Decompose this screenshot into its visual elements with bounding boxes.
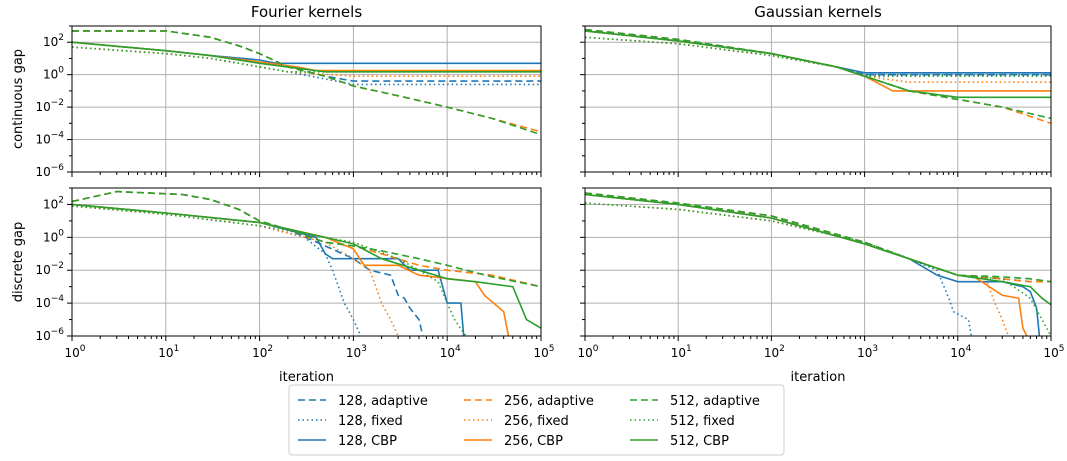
y-tick-label: 10−6 [35, 163, 64, 179]
y-axis-label: discrete gap [11, 222, 26, 303]
legend-label: 512, CBP [670, 434, 729, 449]
series-line-512-adaptive [72, 190, 541, 288]
series-line-512-cbp [585, 193, 1051, 306]
legend-label: 256, fixed [504, 414, 569, 429]
axes-frame [584, 187, 1052, 337]
series-group [72, 30, 541, 136]
series-line-512-adaptive [72, 30, 541, 136]
axes-frame [584, 25, 1052, 173]
legend-label: 256, adaptive [504, 394, 594, 409]
panel-4: iteration [580, 187, 1052, 385]
panel-1: Fourier kernels continuous gap [11, 3, 542, 177]
series-line-256-adaptive [72, 190, 541, 288]
series-line-256-cbp [585, 193, 1028, 336]
series-line-128-adaptive [72, 30, 541, 82]
legend: 128, adaptive 256, adaptive 512, adaptive 1… [288, 384, 785, 456]
panel-title: Gaussian kernels [754, 3, 882, 21]
series-group [585, 192, 1051, 336]
series-line-512-cbp [72, 203, 541, 329]
legend-label: 128, fixed [338, 414, 403, 429]
x-tick-label: 104 [440, 344, 461, 360]
x-axis-label: iteration [791, 370, 846, 385]
y-tick-label: 10−4 [35, 131, 64, 147]
x-tick-label: 100 [64, 344, 85, 360]
series-line-128-fixed [585, 36, 1051, 76]
y-tick-label: 102 [43, 195, 64, 211]
series-line-256-fixed [72, 205, 399, 336]
series-group [585, 28, 1051, 125]
x-tick-label: 104 [950, 344, 971, 360]
axes-frame [71, 25, 542, 173]
series-line-128-cbp [72, 41, 541, 65]
y-tick-label: 10−2 [35, 98, 64, 114]
axes-frame [71, 187, 542, 337]
x-tick-label: 102 [252, 344, 273, 360]
x-tick-label: 103 [346, 344, 367, 360]
series-line-256-adaptive [72, 30, 541, 133]
y-tick-label: 102 [43, 33, 64, 49]
panel-3: discrete gap iteration [11, 187, 542, 385]
series-line-128-fixed [72, 205, 362, 336]
series-line-128-fixed [72, 46, 541, 86]
series-line-512-fixed [585, 202, 1051, 336]
legend-label: 256, CBP [504, 434, 563, 449]
panel-2: Gaussian kernels [580, 3, 1052, 177]
x-tick-label: 100 [577, 344, 598, 360]
series-line-512-adaptive [585, 28, 1051, 120]
panel-title: Fourier kernels [251, 3, 362, 21]
y-tick-label: 10−4 [35, 294, 64, 310]
x-tick-label: 101 [671, 344, 692, 360]
series-line-256-cbp [72, 41, 541, 72]
series-line-512-fixed [72, 205, 467, 336]
series-group [72, 190, 541, 336]
x-tick-label: 105 [1043, 344, 1064, 360]
legend-label: 512, fixed [670, 414, 735, 429]
legend-label: 128, CBP [338, 434, 397, 449]
y-tick-label: 10−6 [35, 327, 64, 343]
legend-box [288, 384, 785, 456]
series-line-512-cbp [585, 30, 1051, 99]
y-tick-label: 10−2 [35, 261, 64, 277]
x-tick-label: 105 [533, 344, 554, 360]
y-axis-label: continuous gap [11, 49, 26, 149]
y-tick-label: 100 [43, 66, 64, 82]
series-line-256-cbp [585, 30, 1051, 92]
series-line-256-adaptive [585, 28, 1051, 125]
y-tick-label: 100 [43, 228, 64, 244]
x-tick-label: 103 [857, 344, 878, 360]
series-line-512-fixed [585, 36, 1051, 77]
x-tick-label: 101 [158, 344, 179, 360]
legend-label: 128, adaptive [338, 394, 428, 409]
series-line-128-cbp [585, 193, 1041, 336]
series-line-512-cbp [72, 41, 541, 73]
legend-label: 512, adaptive [670, 394, 760, 409]
x-tick-label: 102 [764, 344, 785, 360]
x-axis-label: iteration [279, 370, 334, 385]
